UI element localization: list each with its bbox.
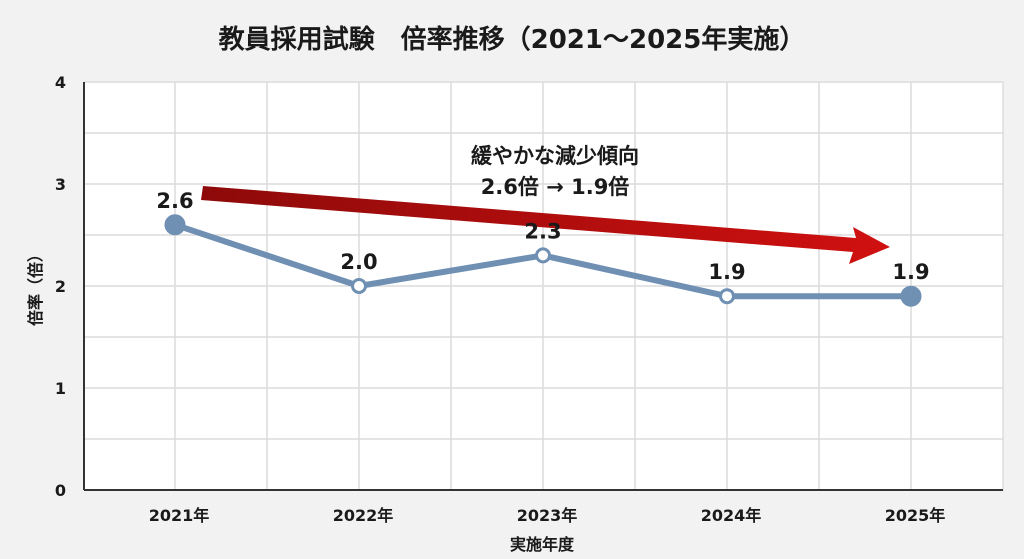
data-point <box>900 285 922 307</box>
data-label: 1.9 <box>708 260 745 284</box>
chart-title: 教員採用試験 倍率推移（2021〜2025年実施） <box>219 24 806 55</box>
data-label: 1.9 <box>892 260 929 284</box>
axes <box>83 82 1003 491</box>
x-tick-label: 2025年 <box>885 506 946 525</box>
tick-labels: 0 1 2 3 4 2021年 2022年 2023年 2024年 2025年 <box>55 73 945 525</box>
y-axis-label: 倍率（倍） <box>26 246 45 326</box>
data-label: 2.6 <box>156 189 193 213</box>
annotation-line1: 緩やかな減少傾向 <box>471 144 639 168</box>
y-tick-label: 4 <box>55 73 66 92</box>
y-tick-label: 2 <box>55 277 66 296</box>
y-tick-label: 1 <box>55 379 66 398</box>
data-label: 2.0 <box>340 250 377 274</box>
annotation-line2: 2.6倍 → 1.9倍 <box>481 175 630 199</box>
x-tick-label: 2024年 <box>701 506 762 525</box>
data-point <box>719 288 735 305</box>
trend-annotation: 緩やかな減少傾向 2.6倍 → 1.9倍 <box>201 144 890 264</box>
x-tick-label: 2023年 <box>517 506 578 525</box>
x-tick-label: 2021年 <box>149 506 210 525</box>
y-tick-label: 3 <box>55 175 66 194</box>
x-axis-label: 実施年度 <box>510 535 575 554</box>
data-point <box>164 214 186 236</box>
data-label: 2.3 <box>524 219 561 243</box>
y-tick-label: 0 <box>55 481 66 500</box>
x-tick-label: 2022年 <box>333 506 394 525</box>
series <box>164 214 922 307</box>
data-point <box>535 247 551 264</box>
data-point <box>351 278 367 294</box>
trend-arrow <box>201 186 890 264</box>
data-labels: 2.6 2.0 2.3 1.9 1.9 <box>156 189 929 284</box>
